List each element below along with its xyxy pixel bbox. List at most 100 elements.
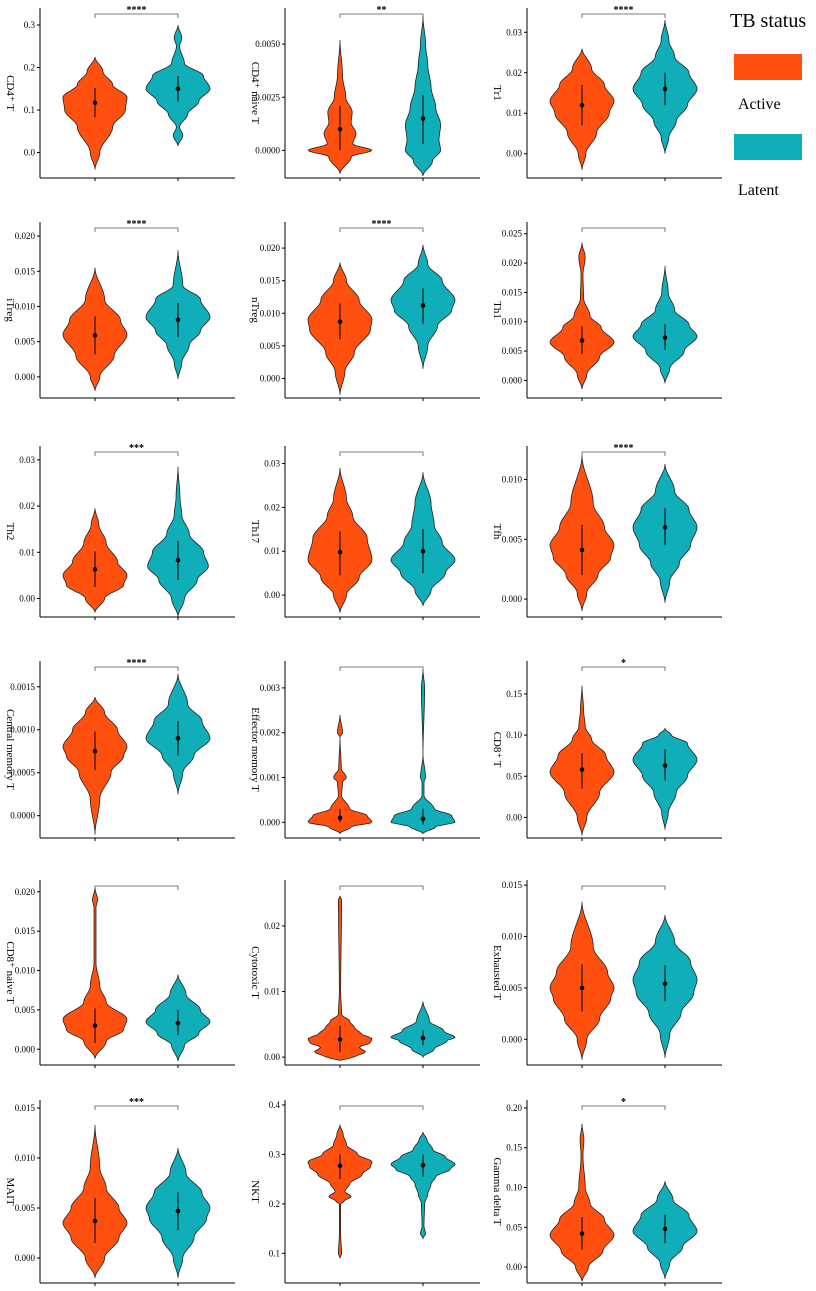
median-point bbox=[579, 985, 585, 991]
y-tick-label: 0.2 bbox=[24, 63, 35, 73]
median-point bbox=[92, 1218, 98, 1224]
y-tick-label: 0.4 bbox=[269, 1100, 281, 1110]
y-axis-label: nTreg bbox=[249, 297, 261, 323]
y-tick-label: 0.000 bbox=[502, 375, 523, 385]
violin-active bbox=[549, 242, 615, 390]
panel-13: 0.000 0.005 0.010 0.015 0.020 CD8⁺ naive T bbox=[4, 880, 235, 1068]
median-point bbox=[92, 748, 98, 754]
median-point bbox=[175, 1208, 181, 1214]
median-point bbox=[420, 116, 426, 121]
significance-bracket bbox=[339, 666, 424, 671]
significance-bracket bbox=[339, 1105, 424, 1110]
y-tick-label: 0.02 bbox=[506, 68, 522, 78]
significance-stars: *** bbox=[129, 443, 144, 454]
y-axis-label: Exhausted T bbox=[491, 945, 503, 1000]
median-point bbox=[420, 1035, 426, 1041]
significance-bracket bbox=[581, 451, 666, 456]
panel-5: 0.000 0.005 0.010 0.015 0.020 nTreg **** bbox=[249, 219, 480, 401]
panel-4: 0.000 0.005 0.010 0.015 0.020 iTreg **** bbox=[4, 219, 235, 401]
significance-bracket bbox=[339, 885, 424, 890]
median-point bbox=[175, 557, 181, 563]
median-point bbox=[579, 1231, 585, 1236]
y-axis-label: Gamma delta T bbox=[491, 1157, 503, 1225]
median-point bbox=[337, 1163, 343, 1169]
y-tick-label: 0.000 bbox=[15, 372, 36, 382]
y-tick-label: 0.005 bbox=[502, 534, 523, 544]
y-tick-label: 0.0025 bbox=[255, 92, 280, 102]
significance-bracket bbox=[94, 885, 179, 890]
y-tick-label: 0.000 bbox=[502, 594, 523, 604]
y-tick-label: 0.000 bbox=[15, 1044, 36, 1054]
legend-label-active: Active bbox=[738, 96, 781, 113]
y-tick-label: 0.00 bbox=[506, 149, 522, 159]
panel-7: 0.00 0.01 0.02 0.03 Th2 *** bbox=[4, 443, 235, 620]
y-tick-label: 0.005 bbox=[15, 1005, 36, 1015]
y-tick-label: 0.03 bbox=[264, 459, 280, 469]
y-tick-label: 0.005 bbox=[502, 346, 523, 356]
median-point bbox=[420, 816, 426, 822]
y-tick-label: 0.05 bbox=[506, 1222, 522, 1232]
y-tick-label: 0.015 bbox=[502, 287, 523, 297]
panel-18: 0.00 0.05 0.10 0.15 0.20 Gamma delta T * bbox=[491, 1097, 722, 1286]
y-tick-label: 0.005 bbox=[15, 337, 36, 347]
significance-bracket bbox=[339, 227, 424, 232]
median-point bbox=[662, 335, 668, 340]
y-tick-label: 0.02 bbox=[264, 502, 280, 512]
y-tick-label: 0.000 bbox=[260, 817, 281, 827]
significance-bracket bbox=[581, 666, 666, 671]
y-axis-label: Tr1 bbox=[491, 85, 503, 101]
significance-stars: **** bbox=[127, 219, 147, 230]
panel-1: 0.0 0.1 0.2 0.3 CD4⁺ T **** bbox=[4, 5, 235, 181]
y-tick-label: 0.15 bbox=[506, 689, 522, 699]
y-tick-label: 0.3 bbox=[24, 20, 36, 30]
median-point bbox=[662, 86, 668, 92]
y-tick-label: 0.0010 bbox=[10, 725, 35, 735]
panel-9: 0.000 0.005 0.010 Tfh **** bbox=[491, 443, 722, 620]
median-point bbox=[420, 303, 426, 308]
y-axis-label: Th17 bbox=[249, 520, 261, 544]
y-tick-label: 0.001 bbox=[260, 773, 280, 783]
y-tick-label: 0.000 bbox=[15, 1253, 36, 1263]
y-tick-label: 0.10 bbox=[506, 1183, 522, 1193]
y-axis-label: Tfh bbox=[491, 524, 503, 540]
y-axis-label: Effector memory T bbox=[249, 707, 261, 792]
median-point bbox=[92, 1023, 98, 1028]
y-tick-label: 0.3 bbox=[269, 1149, 281, 1159]
y-axis-label: Cytotoxic T bbox=[249, 946, 261, 999]
violin-active bbox=[549, 1123, 615, 1282]
significance-stars: **** bbox=[614, 443, 634, 454]
median-point bbox=[662, 763, 668, 768]
legend-key-active bbox=[734, 54, 802, 80]
median-point bbox=[420, 548, 426, 554]
y-tick-label: 0.03 bbox=[19, 455, 35, 465]
panel-12: 0.00 0.05 0.10 0.15 CD8⁺ T * bbox=[491, 658, 722, 841]
significance-bracket bbox=[581, 13, 666, 18]
significance-stars: * bbox=[621, 1097, 626, 1108]
y-tick-label: 0.03 bbox=[506, 27, 522, 37]
significance-bracket bbox=[94, 227, 179, 232]
y-tick-label: 0.015 bbox=[260, 276, 281, 286]
panel-2: 0.0000 0.0025 0.0050 CD4⁺ naive T ** bbox=[249, 5, 480, 181]
y-tick-label: 0.20 bbox=[506, 1103, 522, 1113]
significance-stars: ** bbox=[377, 5, 387, 16]
median-point bbox=[579, 767, 585, 772]
y-axis-label: CD4⁺ naive T bbox=[249, 62, 261, 125]
y-tick-label: 0.010 bbox=[15, 966, 36, 976]
significance-bracket bbox=[581, 1105, 666, 1110]
y-tick-label: 0.01 bbox=[19, 547, 35, 557]
panel-6: 0.000 0.005 0.010 0.015 0.020 0.025 Th1 bbox=[491, 222, 722, 401]
y-tick-label: 0.025 bbox=[502, 229, 523, 239]
violin-active bbox=[307, 714, 373, 835]
median-point bbox=[579, 338, 585, 343]
median-point bbox=[92, 100, 98, 106]
violin-latent bbox=[390, 1132, 456, 1240]
median-point bbox=[337, 1037, 343, 1042]
significance-bracket bbox=[94, 13, 179, 18]
median-point bbox=[337, 126, 343, 132]
y-tick-label: 0.010 bbox=[15, 301, 36, 311]
y-tick-label: 0.020 bbox=[502, 258, 523, 268]
y-tick-label: 0.02 bbox=[264, 921, 280, 931]
y-tick-label: 0.000 bbox=[502, 1034, 523, 1044]
significance-bracket bbox=[94, 1105, 179, 1110]
